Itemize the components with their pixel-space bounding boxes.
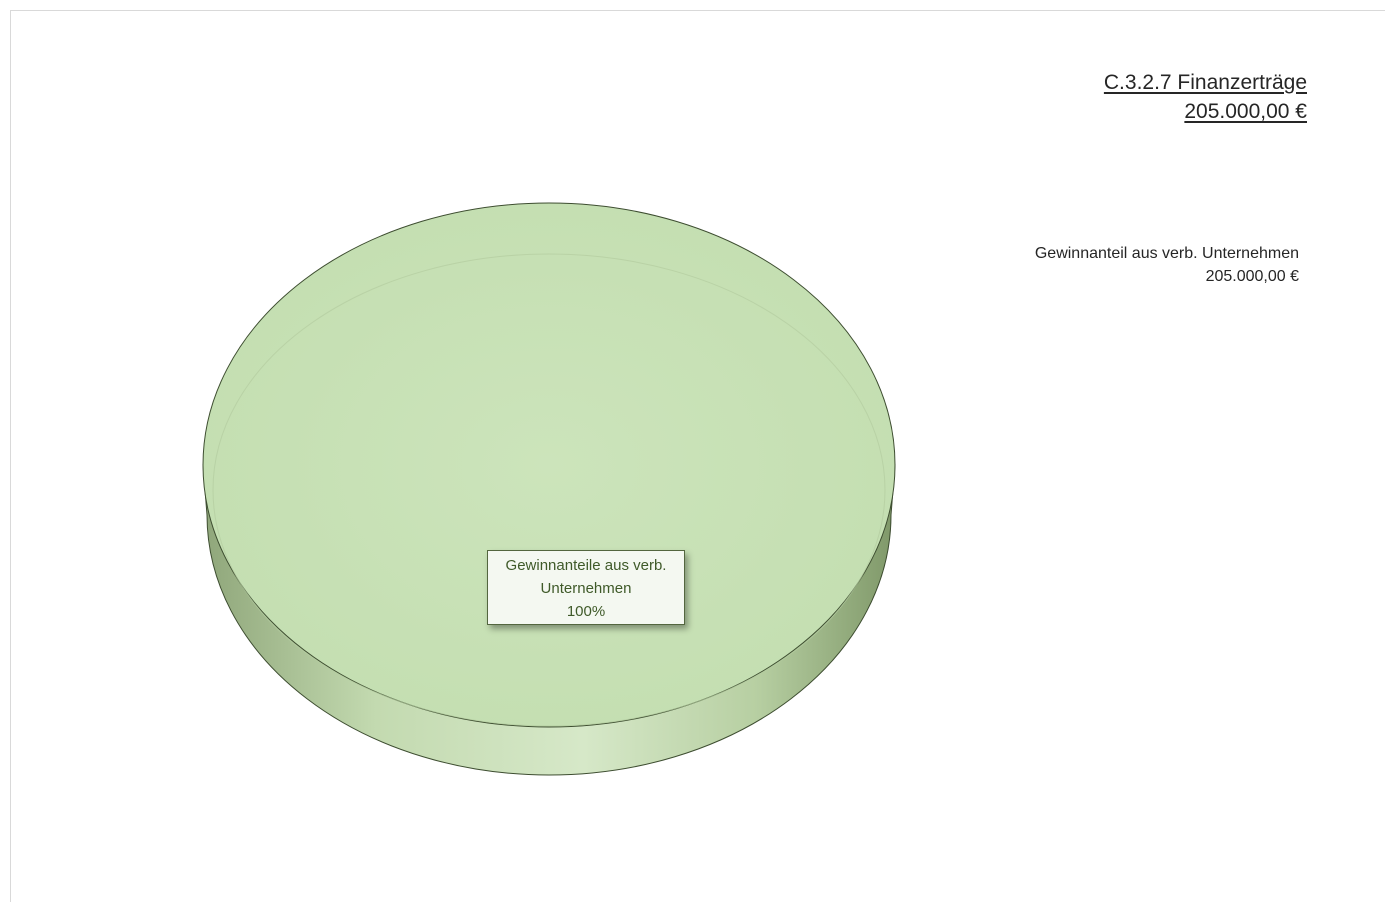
chart-frame (10, 10, 1385, 902)
legend: Gewinnanteil aus verb. Unternehmen 205.0… (1035, 242, 1299, 288)
chart-title-block: C.3.2.7 Finanzerträge 205.000,00 € (1104, 68, 1307, 126)
chart-title: C.3.2.7 Finanzerträge (1103, 71, 1307, 94)
data-label-line1: Gewinnanteile aus verb. (505, 557, 667, 574)
chart-total: 205.000,00 € (1184, 100, 1307, 123)
legend-entry-value: 205.000,00 € (1205, 268, 1299, 285)
slice-data-label: Gewinnanteile aus verb. Unternehmen 100% (487, 550, 685, 625)
data-label-percent: 100% (566, 603, 606, 620)
pie-slice-top (202, 202, 896, 728)
data-label-line2: Unternehmen (540, 580, 632, 597)
pie-slice-top-rim (212, 253, 886, 727)
legend-entry-name: Gewinnanteil aus verb. Unternehmen (1034, 245, 1299, 262)
